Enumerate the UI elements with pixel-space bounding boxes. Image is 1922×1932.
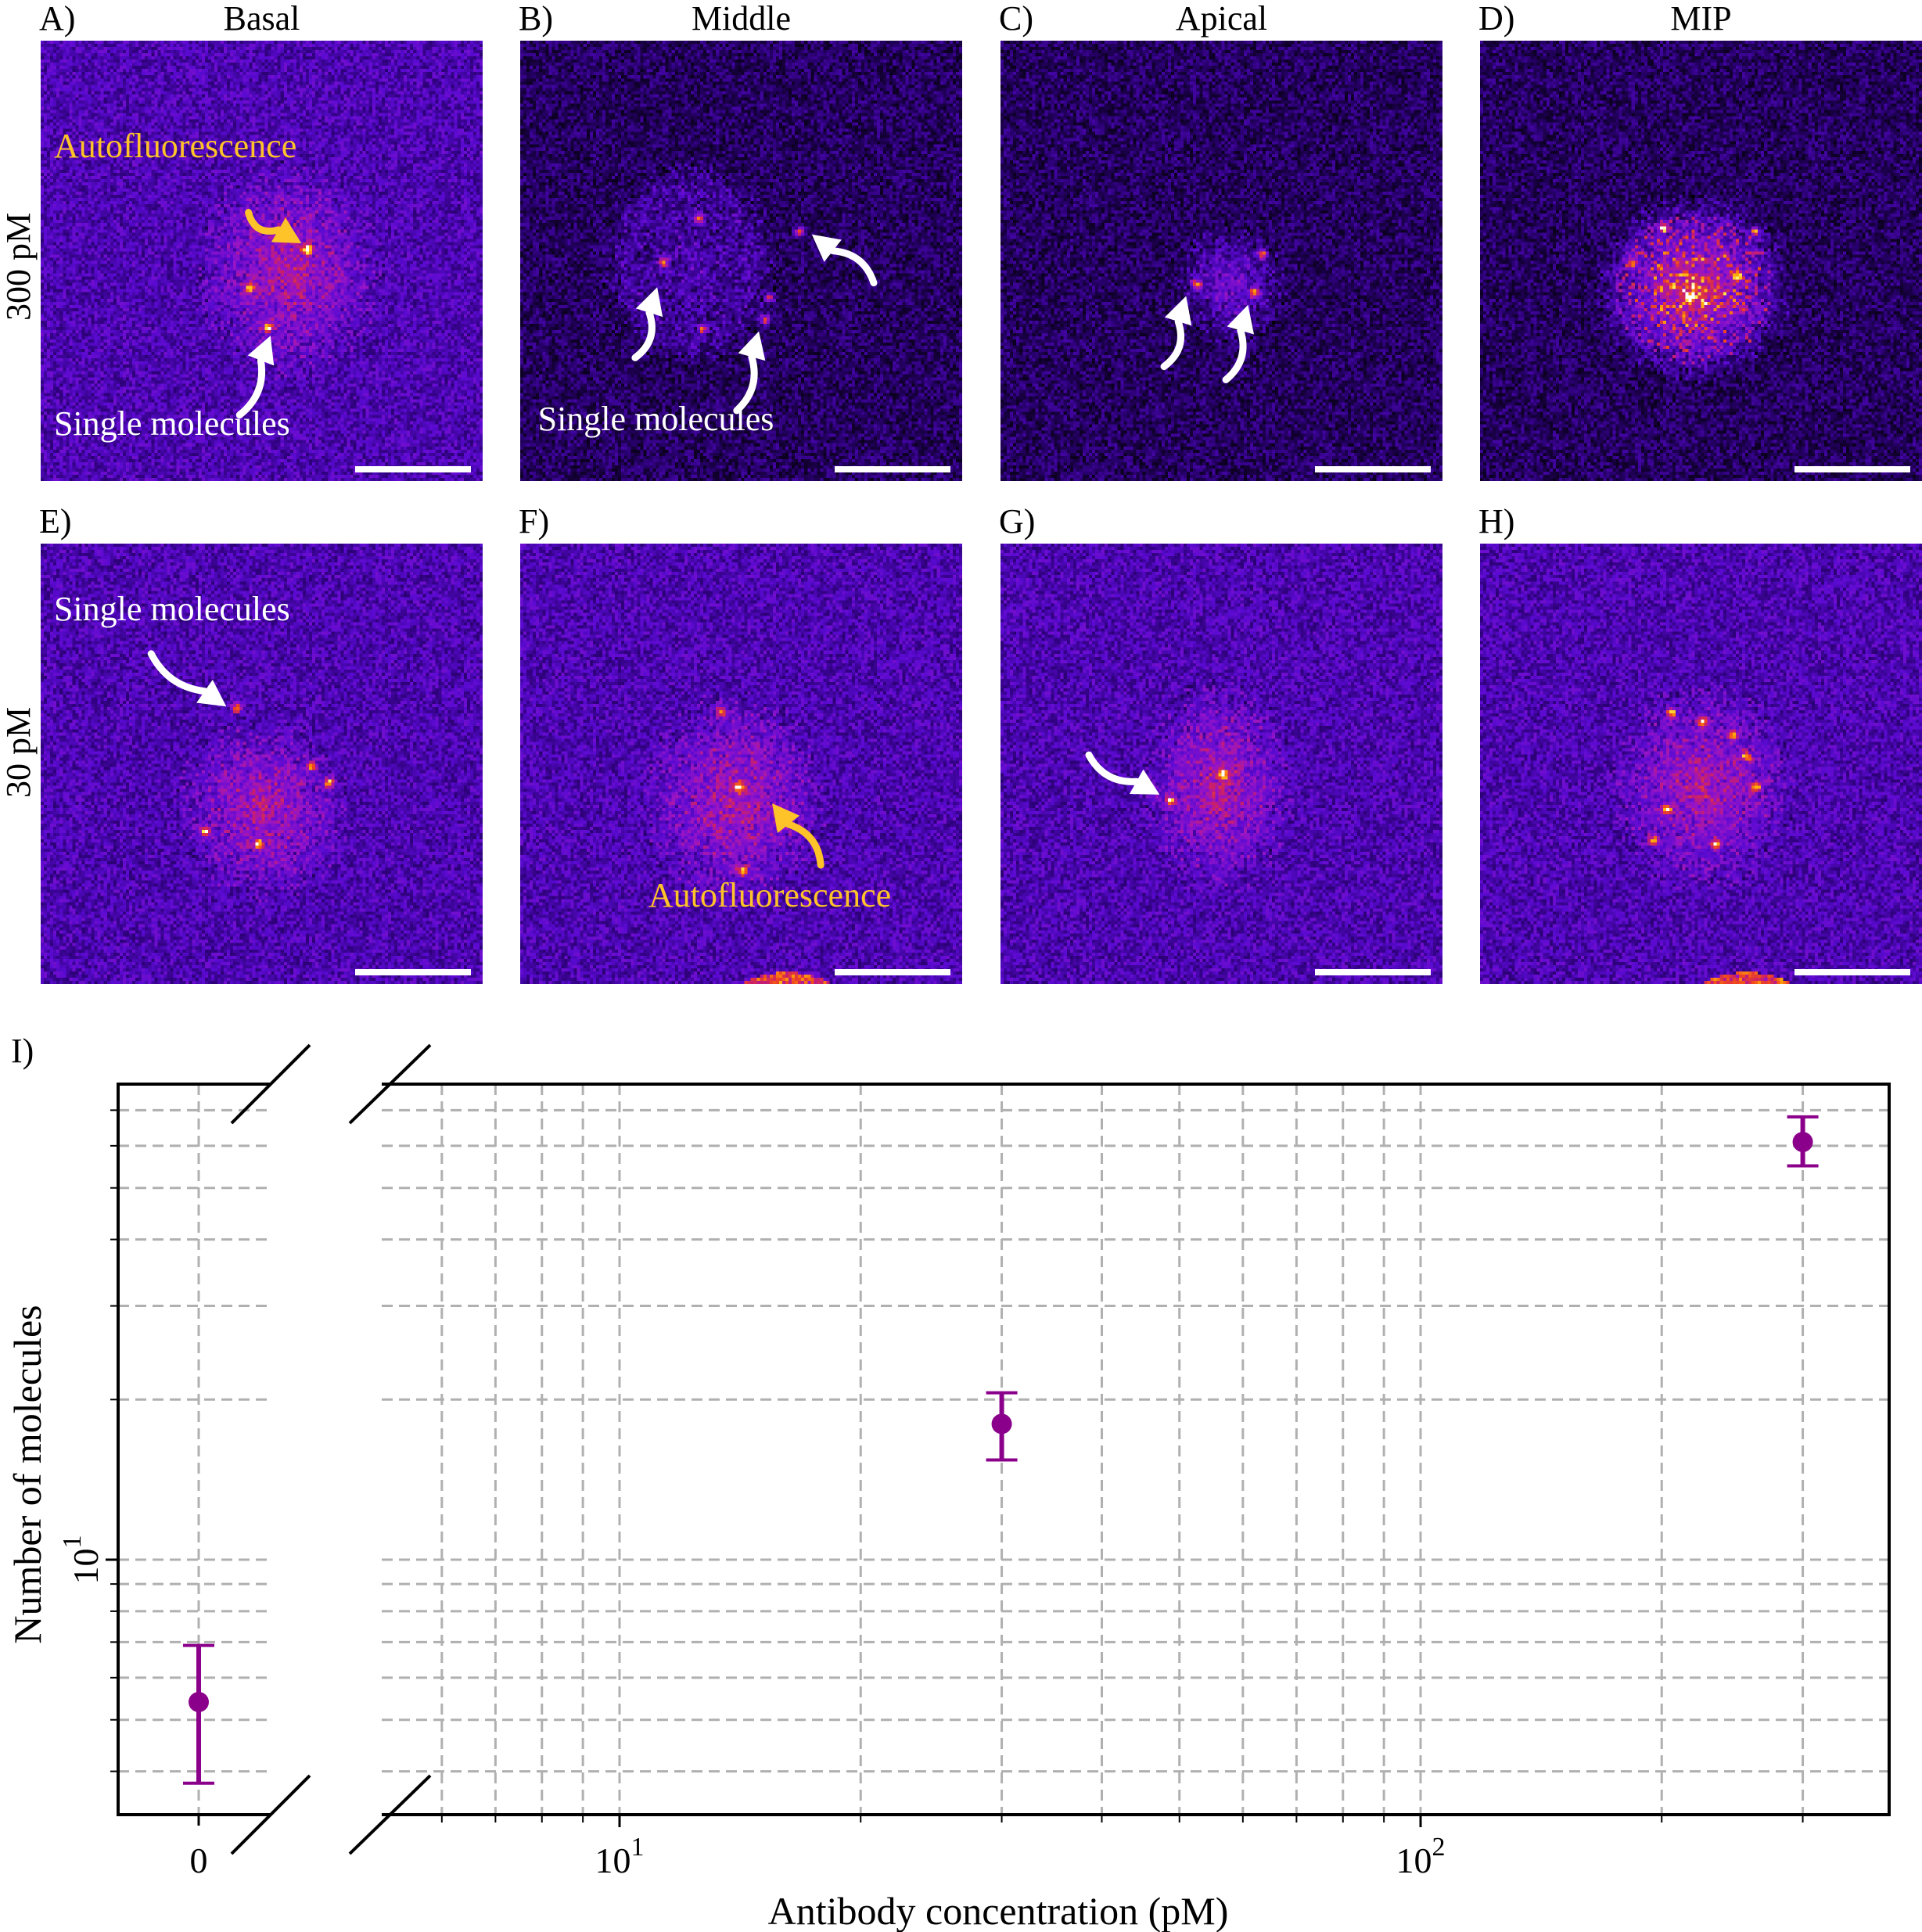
molecule-count-plot: 0 101 102 101 Antibody concentration (pM) Num… [5,1043,1891,1932]
microscopy-image-h [1480,544,1922,984]
column-title-middle: Middle [691,0,792,38]
panel-letter-g: G) [999,502,1036,540]
microscopy-image-a: Autofluorescence Single molecules [41,41,483,481]
annotation-autofluorescence: Autofluorescence [53,127,297,166]
microscopy-image-d [1480,41,1922,481]
panel-letter-d: D) [1478,0,1515,38]
axis-break-mark [348,1043,432,1125]
scale-bar [1794,969,1910,975]
y-axis-label: Number of molecules [5,1305,49,1643]
panel-letter-c: C) [999,0,1033,38]
axis-break-mark [348,1774,432,1855]
scale-bar [835,969,950,975]
column-title-mip: MIP [1670,0,1732,38]
panel-letter-f: F) [519,502,550,540]
row-label-30pm: 30 pM [0,706,38,798]
scale-bar [835,466,950,472]
axis-break-mark [230,1774,311,1855]
microscopy-image-b: Single molecules [520,41,962,481]
annotation-single-molecules: Single molecules [537,400,774,439]
annotation-single-molecules: Single molecules [53,590,290,629]
column-title-basal: Basal [223,0,300,38]
scale-bar [1315,466,1431,472]
scale-bar [1315,969,1431,975]
x-tick-label: 101 [595,1833,645,1880]
y-tick-label: 101 [58,1535,106,1585]
microscopy-image-g [1001,544,1442,984]
x-tick-label: 102 [1396,1833,1446,1880]
panel-letter-b: B) [519,0,553,38]
axis-frame-right [382,1083,1891,1816]
microscopy-image-c [1001,41,1442,481]
row-label-300pm: 300 pM [0,212,38,321]
panel-letter-a: A) [39,0,76,38]
microscopy-image-f: Autofluorescence [520,544,962,984]
x-tick-label: 0 [190,1840,208,1880]
scale-bar [355,466,471,472]
annotation-single-molecules: Single molecules [53,404,290,443]
axis-frame-left [117,1083,271,1816]
axis-break-mark [230,1043,311,1125]
column-title-apical: Apical [1175,0,1268,38]
scale-bar [355,969,471,975]
scale-bar [1794,466,1910,472]
x-axis-label: Antibody concentration (pM) [768,1889,1229,1932]
data-point [1792,1131,1813,1152]
microscopy-image-e: Single molecules [41,544,483,984]
panel-letter-e: E) [39,502,72,540]
panel-letter-i: I) [11,1032,34,1070]
annotation-autofluorescence: Autofluorescence [648,876,892,915]
data-point [189,1691,209,1712]
panel-letter-h: H) [1478,502,1515,540]
data-point [991,1413,1012,1435]
